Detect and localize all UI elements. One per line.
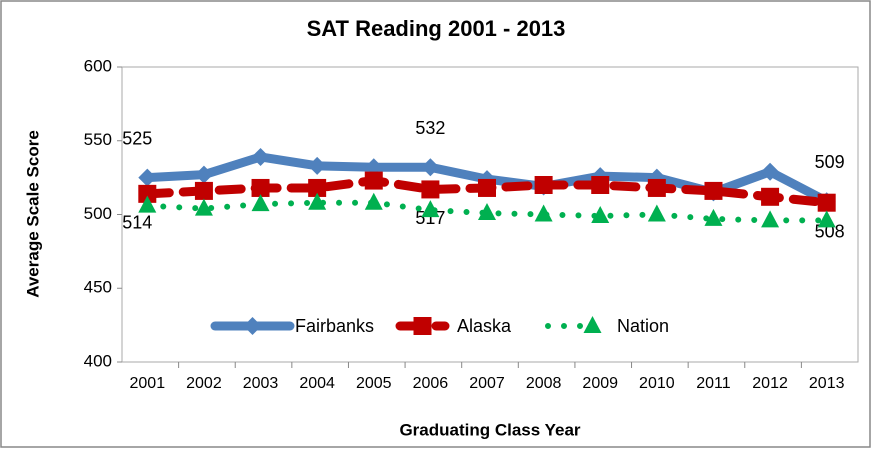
x-tick-label: 2012 bbox=[752, 375, 788, 392]
marker bbox=[194, 198, 213, 216]
x-tick-label: 2011 bbox=[696, 375, 731, 392]
marker bbox=[251, 147, 270, 166]
marker bbox=[308, 178, 327, 197]
marker bbox=[194, 165, 213, 184]
marker bbox=[413, 317, 432, 335]
x-tick-label: 2005 bbox=[356, 375, 392, 392]
marker bbox=[478, 203, 496, 221]
x-tick-label: 2009 bbox=[582, 375, 618, 392]
marker bbox=[761, 210, 780, 228]
marker bbox=[308, 156, 327, 175]
y-tick-label: 400 bbox=[84, 351, 112, 370]
legend-label: Nation bbox=[617, 316, 669, 336]
marker bbox=[761, 187, 780, 206]
y-tick-label: 550 bbox=[84, 130, 112, 149]
marker bbox=[817, 193, 836, 212]
marker bbox=[138, 168, 157, 187]
marker bbox=[364, 192, 383, 210]
marker bbox=[704, 208, 723, 226]
marker bbox=[251, 178, 270, 197]
marker bbox=[583, 316, 602, 333]
data-label: 532 bbox=[415, 118, 445, 138]
data-label: 509 bbox=[815, 152, 845, 172]
chart-title: SAT Reading 2001 - 2013 bbox=[307, 16, 566, 41]
data-label: 517 bbox=[415, 208, 445, 228]
marker bbox=[138, 195, 157, 213]
marker bbox=[421, 200, 440, 218]
y-tick-label: 500 bbox=[84, 204, 112, 223]
marker bbox=[421, 180, 440, 199]
marker bbox=[647, 204, 666, 222]
x-tick-label: 2001 bbox=[130, 375, 166, 392]
marker bbox=[194, 181, 213, 200]
x-tick-label: 2002 bbox=[186, 375, 222, 392]
marker bbox=[421, 158, 440, 177]
marker bbox=[138, 184, 157, 203]
y-tick-label: 600 bbox=[84, 56, 112, 75]
y-axis-label: Average Scale Score bbox=[23, 130, 42, 298]
marker bbox=[243, 317, 262, 335]
legend-label: Alaska bbox=[457, 316, 512, 336]
x-tick-label: 2006 bbox=[413, 375, 449, 392]
marker bbox=[308, 192, 327, 210]
marker bbox=[364, 171, 383, 190]
marker bbox=[534, 204, 553, 222]
x-tick-label: 2013 bbox=[809, 375, 845, 392]
x-tick-label: 2003 bbox=[243, 375, 279, 392]
marker bbox=[591, 205, 610, 223]
marker bbox=[647, 178, 666, 197]
marker bbox=[478, 178, 496, 197]
marker bbox=[761, 162, 780, 181]
x-axis-label: Graduating Class Year bbox=[399, 420, 580, 439]
x-tick-label: 2010 bbox=[639, 375, 675, 392]
y-tick-label: 450 bbox=[84, 278, 112, 297]
marker bbox=[591, 176, 610, 194]
data-label: 525 bbox=[122, 128, 152, 148]
data-label: 514 bbox=[122, 213, 152, 233]
marker bbox=[817, 210, 836, 228]
x-tick-label: 2007 bbox=[469, 375, 505, 392]
legend-label: Fairbanks bbox=[295, 316, 374, 336]
x-tick-label: 2004 bbox=[299, 375, 335, 392]
marker bbox=[251, 194, 270, 212]
marker bbox=[534, 176, 553, 194]
marker bbox=[704, 181, 723, 200]
x-tick-label: 2008 bbox=[526, 375, 562, 392]
